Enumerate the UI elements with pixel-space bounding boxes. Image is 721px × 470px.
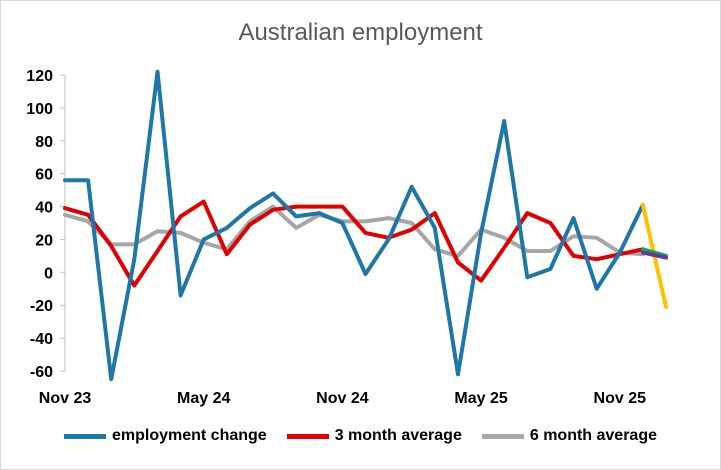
y-tick-label: 20: [35, 232, 53, 249]
x-tick-label: Nov 24: [316, 390, 369, 407]
legend-swatch: [481, 433, 524, 439]
y-tick-label: 0: [44, 265, 53, 282]
legend: employment change 3 month average 6 month …: [1, 427, 720, 445]
y-tick-label: 120: [26, 68, 53, 85]
legend-swatch: [63, 433, 106, 439]
y-tick-label: -40: [30, 331, 53, 348]
y-tick-label: 40: [35, 200, 53, 217]
series-line-3-month-average: [63, 199, 645, 288]
y-tick-label: 80: [35, 134, 53, 151]
legend-swatch: [286, 433, 329, 439]
y-tick-label: 100: [26, 101, 53, 118]
y-tick-label: 60: [35, 167, 53, 184]
y-tick-label: -60: [30, 364, 53, 381]
x-tick-label: Nov 25: [594, 390, 647, 407]
legend-item: 3 month average: [286, 427, 462, 445]
legend-label: 3 month average: [334, 427, 462, 444]
y-tick-label: -20: [30, 298, 53, 315]
series-line-employment-change: [63, 69, 645, 382]
chart-title: Australian employment: [238, 19, 483, 46]
legend-label: employment change: [111, 427, 267, 444]
x-tick-label: Nov 23: [39, 390, 92, 407]
axes: 120 100 80 60 40 20 0 -20 -40 -60 Nov 23 May 24 Nov …: [26, 68, 646, 407]
series-lines: [63, 69, 645, 382]
tail-segments: [640, 202, 668, 309]
x-tick-label: May 25: [454, 390, 507, 407]
legend-item: 6 month average: [481, 427, 657, 445]
legend-label: 6 month average: [529, 427, 657, 444]
tail-segment-6-month-average: [640, 250, 668, 260]
legend-item: employment change: [63, 427, 267, 445]
x-tick-label: May 24: [177, 390, 230, 407]
